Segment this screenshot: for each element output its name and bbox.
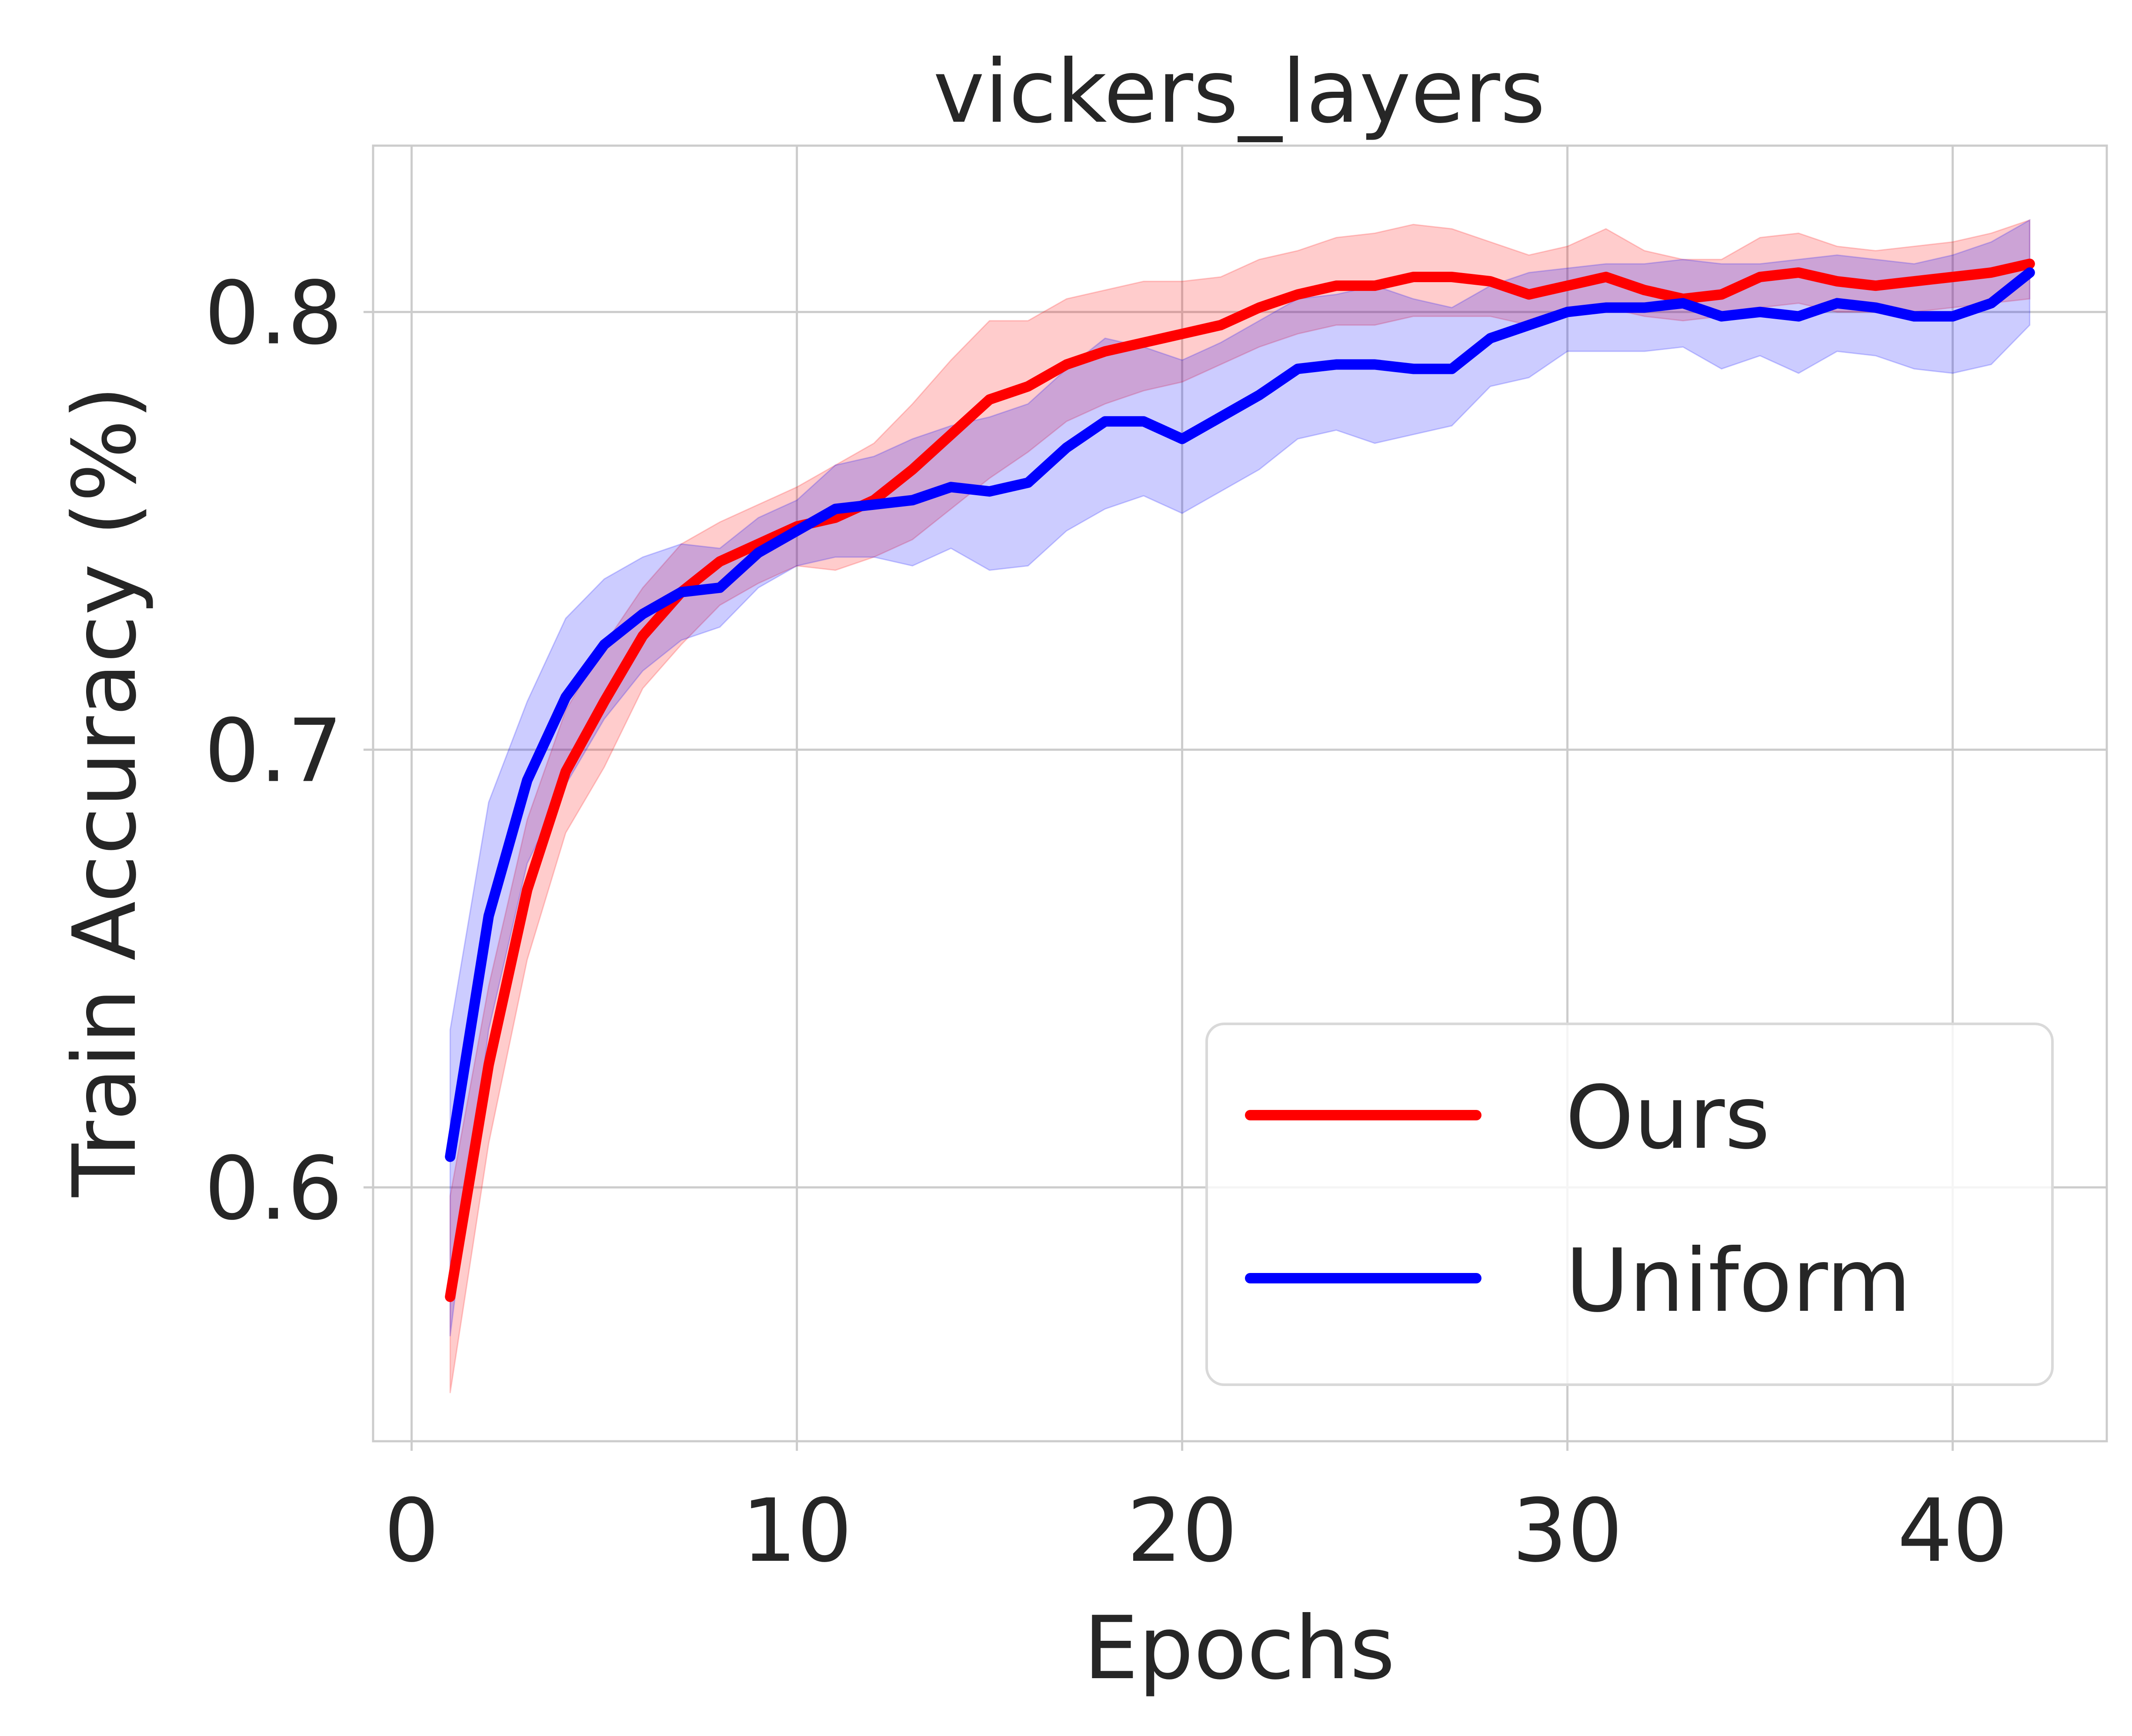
chart-title: vickers_layers (933, 41, 1545, 143)
axis-ticks: 0 10 20 30 40 0.6 0.7 0.8 (204, 263, 2008, 1582)
x-tick-label: 20 (1127, 1480, 1238, 1582)
plot-frame (372, 144, 2108, 1443)
x-tick-label: 40 (1897, 1480, 2008, 1582)
legend-label-uniform: Uniform (1565, 1230, 1911, 1332)
series-line-uniform (445, 267, 2035, 1162)
band-uniform (449, 219, 2031, 1336)
x-axis-label: Epochs (1084, 1598, 1395, 1699)
legend-label-ours: Ours (1565, 1067, 1770, 1169)
series-line-ours (445, 258, 2035, 1302)
y-axis-label: Train Accuracy (%) (54, 386, 156, 1197)
x-tick-label: 0 (384, 1480, 439, 1582)
series-lines (445, 258, 2035, 1302)
x-tick-label: 30 (1512, 1480, 1623, 1582)
x-tick-label: 10 (741, 1480, 852, 1582)
y-tick-label: 0.8 (204, 263, 343, 364)
y-tick-label: 0.6 (204, 1138, 343, 1240)
legend: Ours Uniform (1205, 1023, 2054, 1386)
y-tick-label: 0.7 (204, 700, 343, 802)
